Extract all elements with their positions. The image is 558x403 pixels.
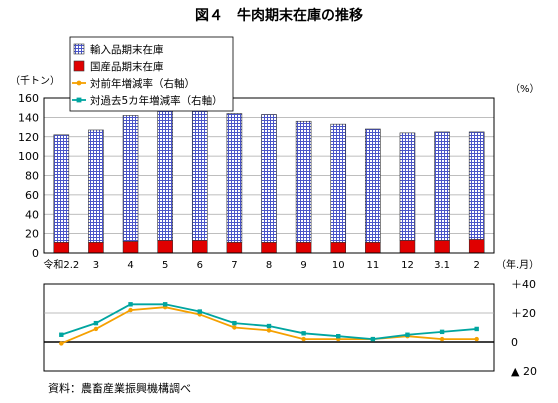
bar-y-tick-label: 80 — [25, 170, 39, 183]
bar-y-tick-label: 160 — [18, 92, 39, 105]
source-note: 資料：農畜産業振興機構調べ — [48, 381, 191, 395]
rate-point-5yr — [370, 336, 376, 342]
bar-y-tick-label: 0 — [32, 247, 39, 260]
import-stock-bar — [157, 110, 173, 241]
rate-point-yoy — [128, 307, 133, 313]
legend-box — [69, 36, 234, 112]
legend-label: 対前年増減率（右軸） — [90, 77, 195, 90]
rate-plot-frame — [43, 283, 495, 372]
rate-point-5yr — [266, 323, 272, 329]
rate-point-yoy — [232, 325, 237, 330]
category-label: 12 — [401, 260, 414, 271]
domestic-stock-bar — [468, 239, 485, 254]
rate-tick-label: ＋20 — [511, 307, 536, 320]
legend-swatch — [73, 43, 85, 55]
bar-y-tick-label: 40 — [25, 208, 39, 221]
bar-y-tick-label: 100 — [18, 150, 39, 163]
rate-point-yoy — [266, 328, 272, 333]
domestic-stock-bar — [399, 240, 416, 254]
rate-point-5yr — [93, 320, 99, 326]
rate-tick-label: 0 — [511, 336, 518, 349]
rate-point-yoy — [301, 336, 306, 342]
category-label: 3.1 — [434, 260, 450, 271]
domestic-stock-bar — [53, 242, 70, 254]
rate-tick-label: ＋40 — [511, 278, 536, 291]
rate-lines — [59, 302, 479, 346]
category-label: 3 — [93, 260, 99, 271]
import-stock-bar — [295, 120, 312, 243]
import-stock-bar — [434, 131, 450, 241]
import-stock-bar — [468, 131, 485, 240]
import-stock-bar — [330, 123, 347, 243]
legend-label: 輸入品期末在庫 — [90, 43, 164, 56]
domestic-stock-bar — [157, 240, 173, 254]
rate-point-5yr — [59, 332, 64, 337]
rate-panel — [43, 283, 495, 372]
import-stock-bar — [365, 128, 381, 243]
bar-y-tick-label: 120 — [18, 131, 39, 144]
rate-point-yoy — [439, 336, 445, 342]
category-label: 10 — [332, 260, 345, 271]
category-label: 5 — [162, 260, 168, 271]
domestic-stock-bar — [295, 242, 312, 254]
category-label: 2 — [474, 260, 480, 271]
bar-plot-frame — [43, 97, 495, 254]
bar-y-tick-label: 20 — [25, 228, 39, 241]
rate-point-5yr — [301, 331, 306, 336]
category-label: 8 — [266, 260, 272, 271]
x-axis-unit: （年.月） — [496, 258, 539, 271]
category-label: 11 — [366, 260, 379, 271]
domestic-stock-bar — [88, 242, 104, 254]
domestic-stock-bar — [434, 240, 450, 254]
domestic-stock-bar — [226, 242, 243, 254]
legend-label: 対過去5カ年増減率（右軸） — [90, 94, 223, 107]
rate-point-5yr — [336, 334, 341, 339]
domestic-stock-bar — [192, 240, 208, 254]
domestic-stock-bar — [122, 241, 139, 254]
rate-point-yoy — [93, 326, 99, 332]
import-stock-bar — [53, 134, 70, 243]
chart-title: 図４ 牛肉期末在庫の推移 — [195, 7, 363, 24]
legend-marker — [76, 97, 82, 103]
rate-point-5yr — [162, 302, 168, 307]
rate-point-5yr — [232, 320, 237, 326]
domestic-stock-bar — [330, 242, 346, 254]
legend-marker — [76, 80, 82, 86]
bar-y-tick-label: 60 — [25, 189, 39, 202]
rate-point-5yr — [128, 302, 133, 307]
rate-point-5yr — [197, 309, 202, 314]
category-label: 4 — [127, 260, 133, 271]
rate-axis-ticks: ＋40 ＋20 0 ▲ 20 — [511, 278, 537, 378]
category-label: 7 — [231, 260, 237, 271]
bar-y-axis-ticks: 0 20 40 60 80 100 120 140 160 — [18, 92, 39, 260]
rate-tick-label: ▲ 20 — [511, 365, 537, 378]
category-label: 6 — [197, 260, 203, 271]
bar-marks — [53, 110, 485, 254]
import-stock-bar — [122, 115, 139, 242]
domestic-stock-bar — [261, 242, 277, 254]
rate-point-yoy — [59, 341, 64, 346]
import-stock-bar — [191, 110, 208, 241]
rate-point-5yr — [405, 332, 410, 337]
category-label: 9 — [300, 260, 306, 271]
legend-label: 国産品期末在庫 — [90, 60, 164, 73]
category-label: 令和2.2 — [43, 258, 79, 271]
import-stock-bar — [226, 113, 243, 243]
import-stock-bar — [88, 129, 104, 243]
left-axis-unit: （千トン） — [10, 75, 60, 87]
rate-point-yoy — [474, 336, 479, 342]
legend-swatch — [73, 60, 85, 72]
rate-series-line — [61, 303, 477, 341]
domestic-stock-bar — [365, 242, 381, 254]
bar-y-tick-label: 140 — [18, 111, 39, 124]
rate-point-5yr — [474, 326, 479, 332]
import-stock-bar — [261, 114, 277, 243]
category-labels: 令和2.2 3 4 5 6 7 8 9 10 11 12 3.1 2 — [43, 258, 480, 271]
import-stock-bar — [399, 132, 416, 241]
right-axis-unit: （%） — [510, 83, 540, 95]
rate-point-5yr — [439, 329, 445, 335]
